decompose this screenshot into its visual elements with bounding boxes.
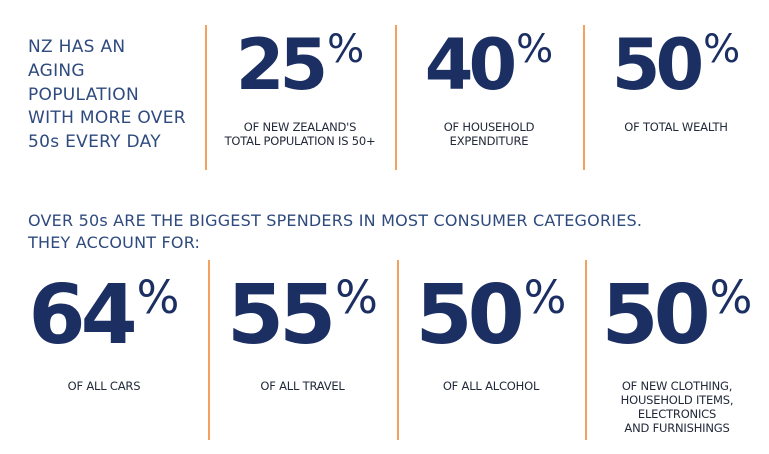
stat-number: 50	[415, 268, 525, 363]
caption-line: AND FURNISHINGS	[624, 421, 730, 435]
stat-unit: %	[703, 27, 741, 72]
stat: 50% OF ALL ALCOHOL	[397, 275, 585, 394]
stat-figure: 50%	[397, 275, 585, 357]
divider	[585, 260, 587, 440]
stat-figure: 50%	[585, 275, 769, 357]
stat-caption: OF ALL ALCOHOL	[397, 379, 585, 393]
caption-line: OF TOTAL WEALTH	[624, 120, 728, 134]
caption-line: OF HOUSEHOLD	[443, 120, 535, 134]
divider	[208, 260, 210, 440]
heading-line: OVER 50s ARE THE BIGGEST SPENDERS IN MOS…	[28, 211, 643, 230]
section-heading: OVER 50s ARE THE BIGGEST SPENDERS IN MOS…	[28, 210, 642, 254]
intro-text: NZ HAS AN AGING POPULATION WITH MORE OVER 50…	[28, 36, 186, 155]
stat-number: 55	[227, 268, 336, 363]
intro-line: 50s EVERY DAY	[28, 132, 161, 153]
stat-number: 50	[601, 268, 711, 363]
stat: 25% OF NEW ZEALAND'S TOTAL POPULATION IS 5…	[205, 30, 395, 148]
stat-caption: OF TOTAL WEALTH	[583, 120, 769, 134]
stat-caption: OF HOUSEHOLD EXPENDITURE	[395, 120, 583, 148]
caption-line: EXPENDITURE	[449, 134, 529, 148]
stat: 50% OF TOTAL WEALTH	[583, 30, 769, 134]
caption-line: OF NEW ZEALAND'S	[243, 120, 357, 134]
stat: 64% OF ALL CARS	[0, 275, 208, 394]
stat-number: 64	[28, 268, 138, 363]
stat-number: 50	[611, 24, 704, 106]
caption-line: OF ALL ALCOHOL	[442, 379, 540, 393]
stat-caption: OF NEW ZEALAND'S TOTAL POPULATION IS 50+	[205, 120, 395, 148]
stat-unit: %	[523, 271, 567, 324]
heading-line: THEY ACCOUNT FOR:	[28, 233, 201, 252]
stat-unit: %	[327, 27, 365, 72]
stat: 55% OF ALL TRAVEL	[208, 275, 397, 394]
caption-line: OF NEW CLOTHING,	[621, 379, 733, 393]
caption-line: HOUSEHOLD ITEMS,	[620, 393, 734, 407]
stat-figure: 64%	[0, 275, 208, 357]
divider	[395, 25, 397, 170]
caption-line: ELECTRONICS	[637, 407, 717, 421]
stat-unit: %	[709, 271, 753, 324]
stat: 50% OF NEW CLOTHING, HOUSEHOLD ITEMS, ELECT…	[585, 275, 769, 436]
stat-unit: %	[335, 271, 378, 324]
caption-line: OF ALL CARS	[67, 379, 141, 393]
stat-figure: 50%	[583, 30, 769, 100]
caption-line: TOTAL POPULATION IS 50+	[224, 134, 376, 148]
stat-number: 25	[235, 24, 328, 106]
stat-figure: 40%	[395, 30, 583, 100]
stat-caption: OF NEW CLOTHING, HOUSEHOLD ITEMS, ELECTRON…	[585, 379, 769, 435]
stat-unit: %	[136, 271, 180, 324]
caption-line: OF ALL TRAVEL	[260, 379, 345, 393]
intro-line: AGING	[28, 60, 85, 81]
stat-caption: OF ALL CARS	[0, 379, 208, 393]
stat-figure: 25%	[205, 30, 395, 100]
intro-line: NZ HAS AN	[28, 37, 126, 57]
stat: 40% OF HOUSEHOLD EXPENDITURE	[395, 30, 583, 148]
divider	[205, 25, 207, 170]
divider	[397, 260, 399, 440]
stat-number: 40	[424, 24, 517, 106]
intro-line: POPULATION	[28, 84, 139, 105]
stat-caption: OF ALL TRAVEL	[208, 379, 397, 393]
stat-unit: %	[516, 27, 554, 72]
intro-line: WITH MORE OVER	[28, 108, 186, 129]
divider	[583, 25, 585, 170]
stat-figure: 55%	[208, 275, 397, 357]
